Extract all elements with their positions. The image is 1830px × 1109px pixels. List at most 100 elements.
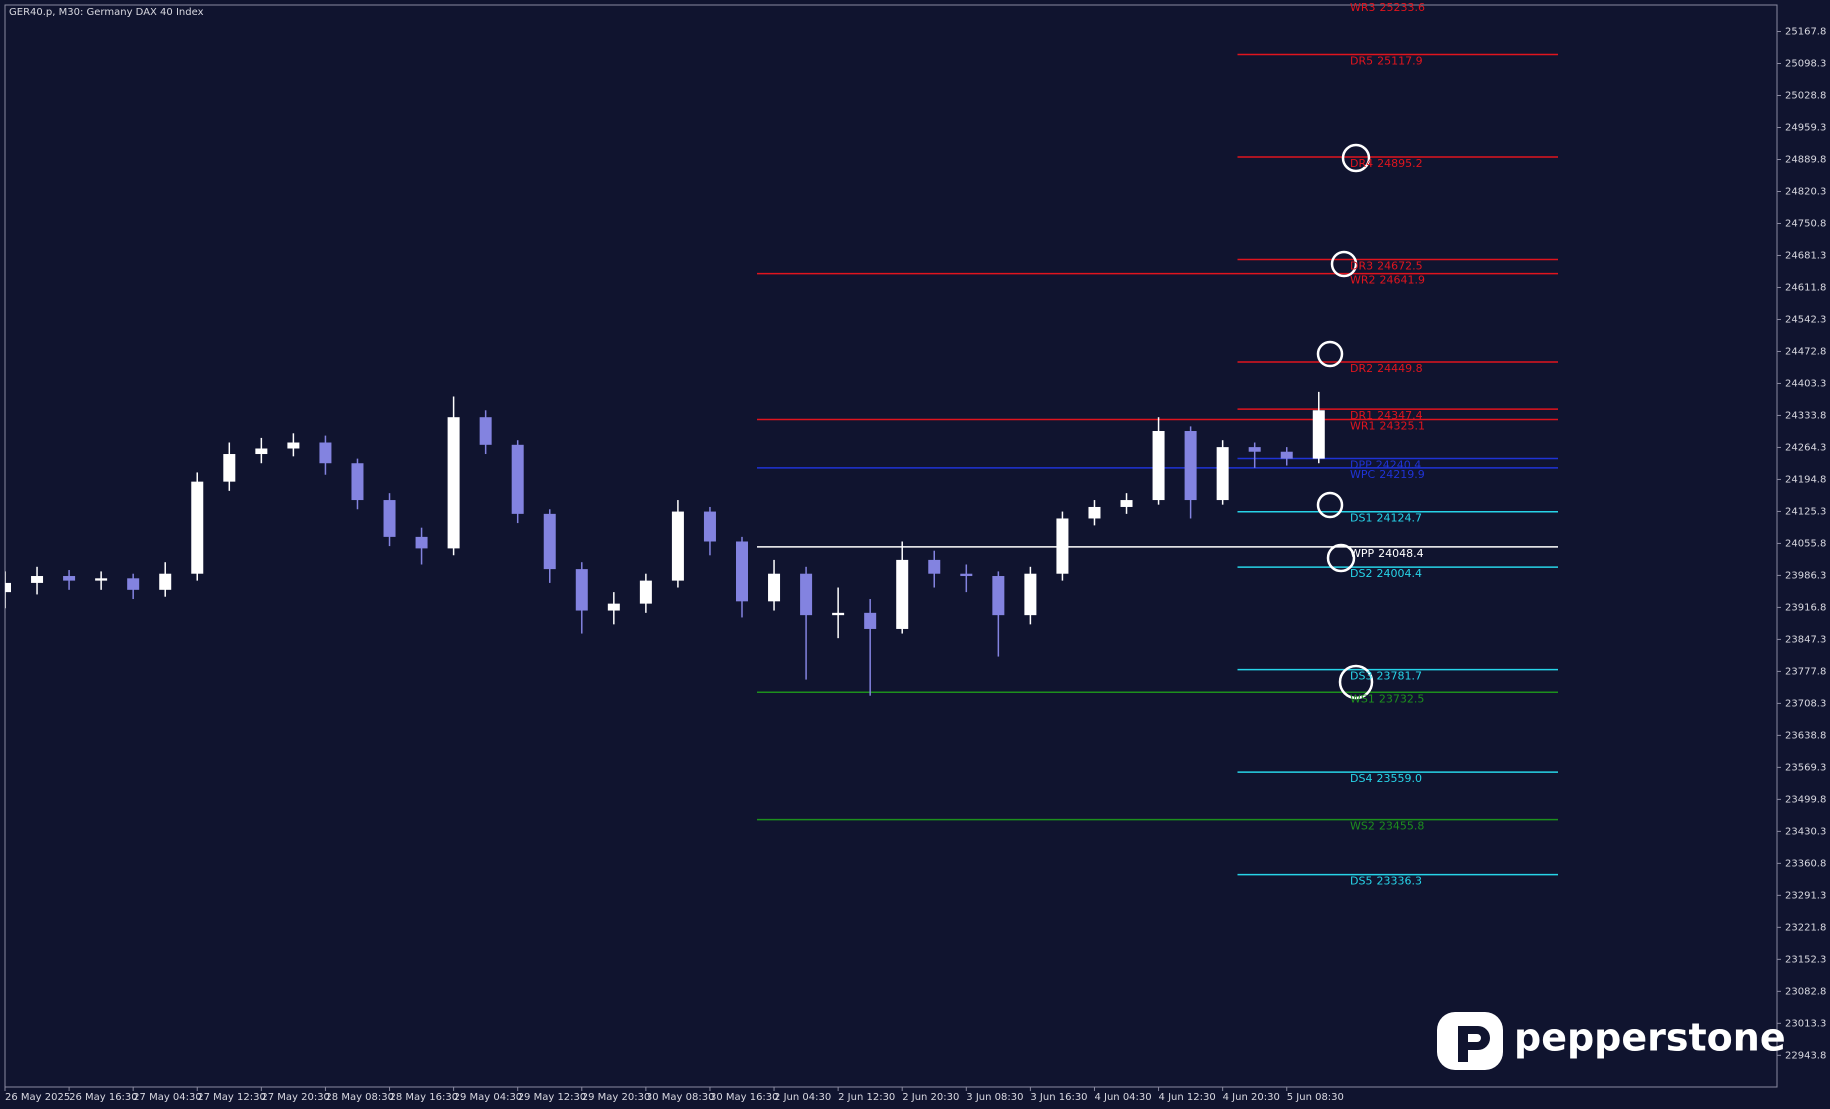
candle-body [1216,447,1229,501]
y-tick-label: 23499.8 [1785,794,1826,805]
x-tick-label: 2 Jun 12:30 [838,1092,895,1103]
candle-body [479,417,492,445]
candle-body [960,573,973,577]
y-tick-label: 24889.8 [1785,154,1826,165]
x-tick-label: 4 Jun 20:30 [1223,1092,1280,1103]
y-tick-label: 24403.3 [1785,378,1826,389]
x-tick-label: 30 May 16:30 [710,1092,779,1103]
level-label: WS2 23455.8 [1350,820,1424,833]
candle-body [832,612,845,616]
level-name: WPC [1350,468,1376,481]
candle-body [671,511,684,581]
level-label: DR2 24449.8 [1350,362,1423,375]
plot-frame [4,4,1778,1088]
level-label: DS5 23336.3 [1350,875,1422,888]
y-tick-label: 23638.8 [1785,730,1826,741]
candle-body [223,454,236,482]
candle-body [607,603,620,611]
y-tick-label: 23847.3 [1785,634,1826,645]
candle-body [447,417,460,549]
candle-body [95,578,108,581]
pivot-levels [757,53,1558,876]
level-label: DS2 24004.4 [1350,567,1422,580]
level-name: DS1 [1350,512,1372,525]
level-label: WPP 24048.4 [1350,547,1424,560]
level-value: 24449.8 [1377,362,1423,375]
level-name: DR5 [1350,54,1373,67]
y-tick-label: 24611.8 [1785,282,1826,293]
level-value: 23455.8 [1379,820,1425,833]
y-tick-label: 25098.3 [1785,59,1826,70]
level-label: WPC 24219.9 [1350,468,1425,481]
y-tick-label: 24125.3 [1785,506,1826,517]
candle-body [896,559,909,629]
candle-body [703,511,716,542]
y-tick-label: 25028.8 [1785,91,1826,102]
x-tick-label: 27 May 20:30 [261,1092,330,1103]
level-label: DS4 23559.0 [1350,772,1422,785]
x-tick-label: 2 Jun 20:30 [902,1092,959,1103]
y-tick-label: 24681.3 [1785,250,1826,261]
x-tick-label: 27 May 12:30 [197,1092,266,1103]
x-tick-label: 28 May 08:30 [325,1092,394,1103]
level-name: DS2 [1350,567,1372,580]
level-name: DS3 [1350,670,1372,683]
level-value: 23559.0 [1376,772,1422,785]
candle-body [735,541,748,602]
candle-body [31,576,44,583]
candle-body [319,442,332,464]
level-label: DR4 24895.2 [1350,157,1423,170]
y-tick-label: 24542.3 [1785,314,1826,325]
x-tick-label: 5 Jun 08:30 [1287,1092,1344,1103]
level-value: 24048.4 [1378,547,1424,560]
level-name: DR4 [1350,157,1373,170]
level-label: WR3 25233.6 [1350,1,1425,14]
circle-marker [1341,143,1371,173]
logo-icon [1437,1012,1503,1070]
level-value: 25117.9 [1377,54,1423,67]
level-name: WS2 [1350,820,1375,833]
level-label: DS3 23781.7 [1350,670,1422,683]
level-name: DS4 [1350,772,1372,785]
level-label: DR3 24672.5 [1350,260,1423,273]
y-tick-label: 24333.8 [1785,410,1826,421]
candle-body [159,573,172,590]
circle-marker [1330,250,1358,278]
y-tick-label: 23569.3 [1785,762,1826,773]
y-tick-label: 23916.8 [1785,602,1826,613]
y-tick-label: 23152.3 [1785,954,1826,965]
level-name: DS5 [1350,875,1372,888]
candle-body [639,580,652,604]
candle-body [575,569,588,611]
circle-marker [1316,340,1344,368]
level-value: 24347.4 [1377,409,1423,422]
pivot-labels: WR3 25233.6 DR5 25117.9 DR4 24895.2 DR3 24672.5… [1350,1,1425,887]
y-tick-label: 23082.8 [1785,986,1826,997]
chart-title: GER40.p, M30: Germany DAX 40 Index [9,7,204,18]
y-tick-label: 23013.3 [1785,1018,1826,1029]
y-tick-label: 23708.3 [1785,698,1826,709]
candle-body [1120,500,1133,507]
candle-body [543,513,556,570]
x-tick-label: 2 Jun 04:30 [774,1092,831,1103]
y-tick-label: 23777.8 [1785,666,1826,677]
level-value: 24672.5 [1377,260,1423,273]
level-value: 24124.7 [1376,512,1422,525]
y-tick-label: 24472.8 [1785,346,1826,357]
level-value: 24219.9 [1379,468,1425,481]
x-tick-label: 3 Jun 16:30 [1030,1092,1087,1103]
y-tick-label: 24820.3 [1785,186,1826,197]
y-tick-label: 25167.8 [1785,27,1826,38]
x-tick-label: 3 Jun 08:30 [966,1092,1023,1103]
x-tick-label: 30 May 08:30 [646,1092,715,1103]
level-value: 24004.4 [1376,567,1422,580]
circle-marker [1338,664,1374,700]
candle-body [511,444,524,514]
candle-body [1056,518,1069,574]
level-name: WS1 [1350,692,1375,705]
level-name: DR3 [1350,260,1373,273]
candle-body [287,442,300,449]
level-name: WR2 [1350,274,1376,287]
candle-body [383,500,396,537]
